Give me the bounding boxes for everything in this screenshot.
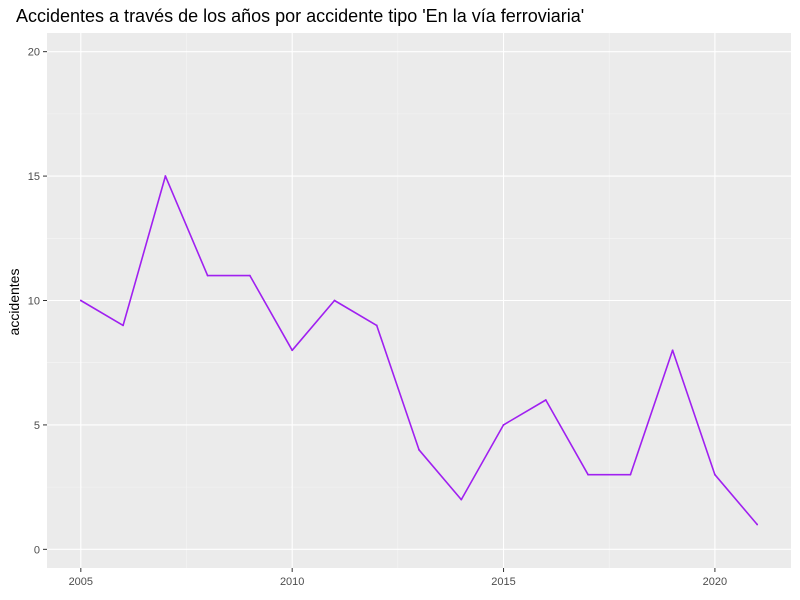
data-point	[333, 299, 336, 302]
x-axis: 2005 2010 2015 2020	[69, 568, 727, 588]
data-point	[249, 274, 251, 277]
data-point	[544, 399, 547, 401]
series-layer	[79, 175, 759, 526]
x-tick-label: 2020	[703, 576, 727, 588]
data-point	[714, 473, 716, 476]
data-point	[79, 299, 82, 302]
y-tick-label: 15	[28, 171, 40, 183]
chart-title: Accidentes a través de los años por acci…	[16, 6, 585, 26]
y-tick-label: 20	[28, 47, 40, 59]
x-tick-label: 2005	[69, 576, 93, 588]
data-point	[375, 324, 378, 327]
data-point	[164, 175, 167, 177]
data-point	[756, 523, 759, 526]
y-axis-title: accidentes	[6, 269, 22, 336]
data-point	[206, 274, 209, 277]
data-point	[122, 324, 124, 327]
y-tick-label: 10	[28, 296, 40, 308]
y-axis: 0 5 10 15 20	[28, 47, 47, 556]
data-point	[291, 349, 294, 352]
data-point	[418, 448, 420, 451]
y-tick-label: 0	[34, 544, 40, 556]
data-point	[460, 498, 463, 501]
x-tick-label: 2015	[491, 576, 515, 588]
data-point	[671, 349, 674, 352]
major-gridlines	[47, 33, 791, 568]
data-point	[502, 424, 505, 426]
x-tick-label: 2010	[280, 576, 304, 588]
data-point	[587, 473, 589, 476]
y-tick-label: 5	[34, 420, 40, 432]
data-point	[629, 473, 632, 476]
